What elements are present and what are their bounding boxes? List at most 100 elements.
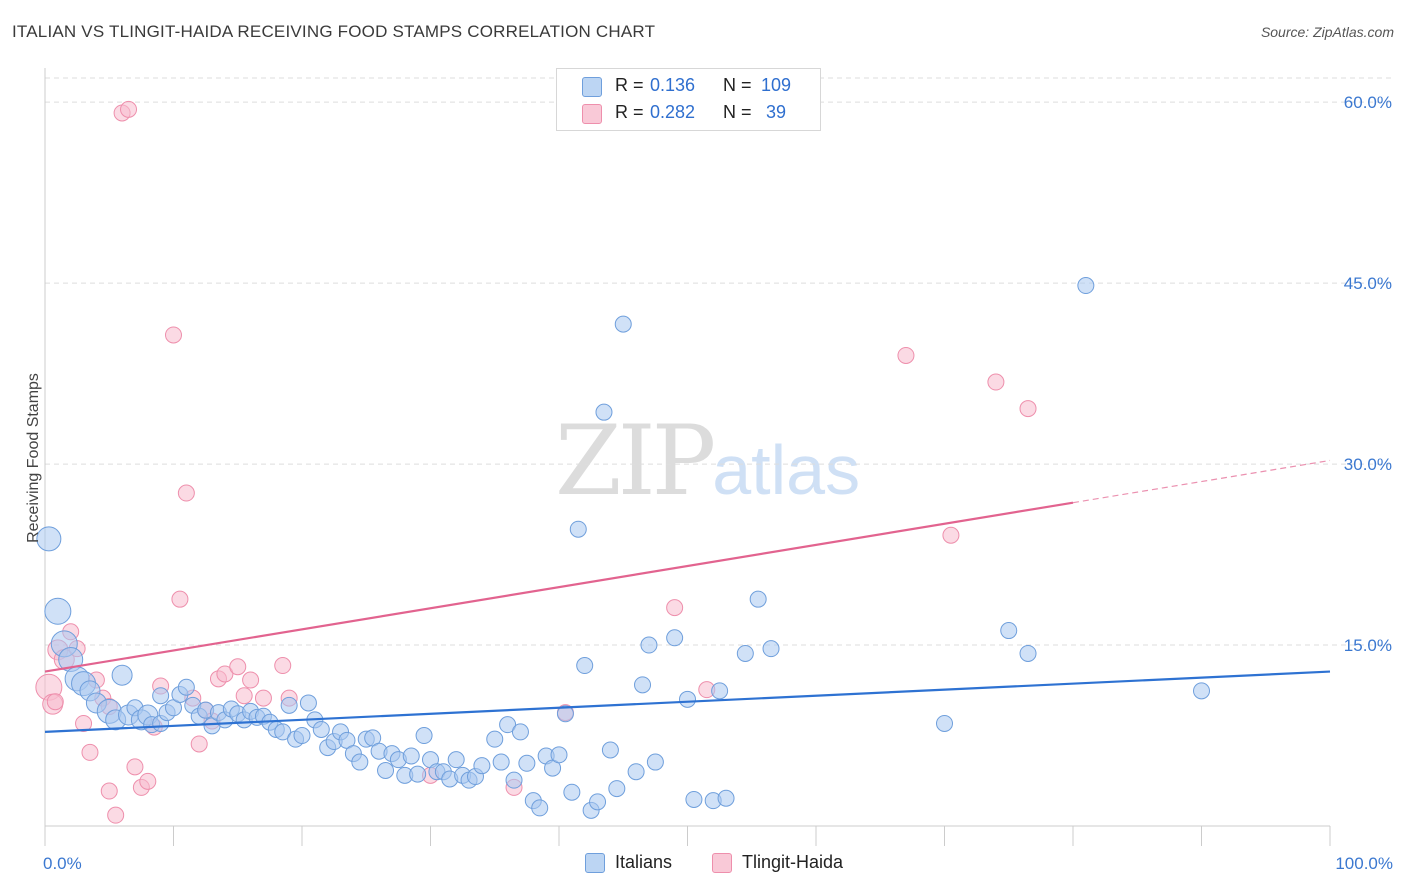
tlingit-haida-point [1019,400,1037,418]
italians-point [402,747,420,765]
italians-point [569,520,587,538]
italians-point [634,676,652,694]
italians-point [563,783,581,801]
italians-point [274,723,292,741]
italians-point [711,682,729,700]
italians-point [505,771,523,789]
tlingit-haida-point [666,599,684,617]
x-tick-label: 0.0% [43,854,82,873]
tlingit-haida-point [46,693,64,711]
tlingit-haida-point [987,373,1005,391]
italians-point [936,714,953,732]
italians-point [1077,277,1095,295]
italians-point [36,526,62,552]
italians-point [595,403,613,421]
tlingit-haida-point [254,689,272,707]
legend-label-italians: Italians [615,852,673,872]
tlingit-haida-point [107,806,125,824]
italians-point [1193,682,1210,700]
legend-r-label: R = [615,75,644,95]
italians-point [492,753,510,771]
italians-point [531,799,549,817]
italians-point [415,727,433,745]
legend-r-value: 0.136 [650,75,696,95]
italians-point [614,315,632,333]
tlingit-haida-point [190,735,208,753]
tlingit-haida-point [120,100,138,118]
watermark-atlas: atlas [712,431,861,509]
italians-point [351,753,369,771]
italians-point [518,754,536,772]
italians-point [1019,644,1037,662]
y-tick-label: 15.0% [1344,636,1392,655]
italians-point [499,716,517,734]
italians-point [717,789,735,807]
italians-trend-line [44,670,1331,733]
legend-n-label: N = [723,75,752,95]
legend-row-italians: R = 0.136 N = 109 [557,75,791,99]
tlingit-haida-point [897,346,915,364]
italians-point [473,757,491,775]
tlingit-haida-point [81,743,99,761]
italians-point [556,705,574,723]
legend-n-label: N = [723,102,752,122]
tlingit-haida-point [139,772,157,790]
italians-point [486,730,504,748]
tick-labels: 15.0% 30.0% 45.0% 60.0% 0.0% 100.0% [43,93,1393,873]
italians-point [177,678,195,696]
italians-point [312,720,330,738]
watermark-zip: ZIP [555,405,716,517]
axes [44,68,1331,846]
italians-point [749,590,767,608]
italians-point [447,751,465,769]
tlingit-haida-point [177,484,195,502]
italians-swatch [585,853,605,873]
italians-point [511,723,529,741]
italians-point [44,597,72,625]
y-axis-label: Receiving Food Stamps [25,373,42,543]
tlingit-swatch [712,853,732,873]
italians-points [36,277,1210,819]
italians-point [280,696,298,714]
legend-r-label: R = [615,102,644,122]
italians-point [601,741,619,759]
tlingit-haida-point [75,714,93,732]
tlingit-haida-point [165,326,182,344]
tlingit-haida-point [229,658,247,676]
italians-point [608,780,626,798]
tlingit-trend-extension [1072,459,1331,504]
tlingit-swatch [582,104,602,124]
italians-point [685,790,703,808]
chart-title: ITALIAN VS TLINGIT-HAIDA RECEIVING FOOD … [12,22,656,41]
legend-n-value: 109 [761,75,792,95]
italians-point [550,746,568,764]
italians-point [1000,622,1018,640]
legend-r-value: 0.282 [650,102,696,122]
watermark: ZIPatlas [555,405,860,517]
y-tick-label: 30.0% [1344,455,1392,474]
italians-point [377,762,395,780]
tlingit-haida-point [942,526,960,544]
italians-point [299,694,317,712]
tlingit-haida-point [126,758,144,776]
correlation-legend: R = 0.136 N = 109 R = 0.282 N = 39 [556,68,821,131]
y-tick-label: 60.0% [1344,93,1392,112]
legend-row-tlingit: R = 0.282 N = 39 [557,102,786,126]
italians-point [111,664,133,686]
tlingit-haida-point [171,590,189,608]
x-tick-label: 100.0% [1335,854,1393,873]
legend-label-tlingit: Tlingit-Haida [742,852,844,872]
tlingit-haida-point [216,665,234,683]
tlingit-haida-point [274,657,292,675]
italians-point [627,763,645,781]
trend-lines [44,459,1331,733]
italians-point [646,753,664,771]
italians-point [293,727,311,745]
tlingit-haida-point [242,671,260,689]
tlingit-haida-points [35,100,1037,824]
legend-n-value: 39 [761,102,787,122]
tlingit-haida-point [235,687,253,705]
y-tick-label: 45.0% [1344,274,1392,293]
source-label: Source: ZipAtlas.com [1260,24,1394,40]
